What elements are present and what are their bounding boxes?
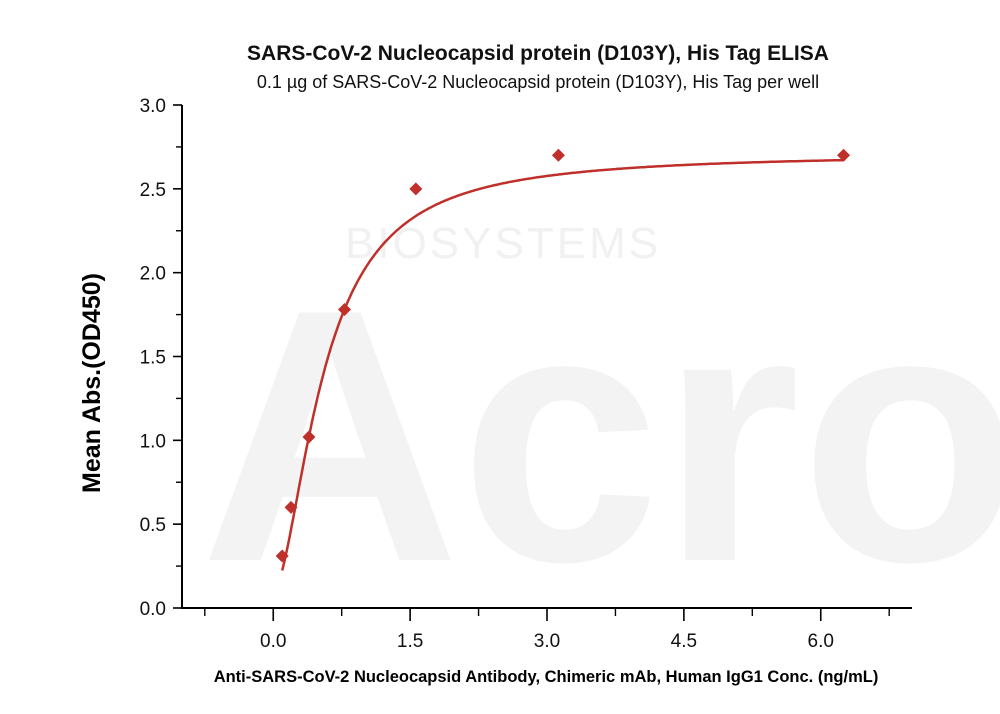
watermark: Acro BIOSYSTEMS	[200, 219, 1000, 637]
x-tick-label: 4.5	[671, 631, 697, 652]
data-point	[284, 500, 298, 514]
data-point	[409, 182, 423, 196]
chart-title: SARS-CoV-2 Nucleocapsid protein (D103Y),…	[247, 42, 829, 65]
data-point	[551, 148, 565, 162]
y-tick-label: 2.0	[140, 264, 166, 285]
data-points	[275, 148, 851, 563]
x-tick-label: 3.0	[534, 631, 560, 652]
y-tick-label: 0.5	[140, 515, 166, 536]
x-tick-label: 6.0	[808, 631, 834, 652]
y-tick-label: 1.0	[140, 431, 166, 452]
watermark-logo: Acro	[200, 235, 1000, 637]
y-axis-label: Mean Abs.(OD450)	[78, 273, 106, 493]
data-point	[338, 303, 352, 317]
x-axis-label: Anti-SARS-CoV-2 Nucleocapsid Antibody, C…	[214, 668, 879, 686]
data-point	[275, 549, 289, 563]
fit-curve	[280, 158, 844, 571]
watermark-subtext: BIOSYSTEMS	[345, 219, 661, 268]
chart-subtitle: 0.1 µg of SARS-CoV-2 Nucleocapsid protei…	[257, 72, 819, 92]
y-tick-label: 2.5	[140, 180, 166, 201]
x-tick-label: 0.0	[260, 631, 286, 652]
y-tick-label: 3.0	[140, 96, 166, 117]
data-point	[302, 430, 316, 444]
y-tick-label: 1.5	[140, 348, 166, 369]
axes: 0.0 0.5 1.0 1.5 2.0 2.5 3.0 0.0 1.5 3.0 4.5 6.0	[140, 96, 912, 652]
x-tick-label: 1.5	[397, 631, 423, 652]
y-tick-label: 0.0	[140, 599, 166, 620]
fit-curve-group	[280, 158, 844, 571]
data-point	[837, 148, 851, 162]
